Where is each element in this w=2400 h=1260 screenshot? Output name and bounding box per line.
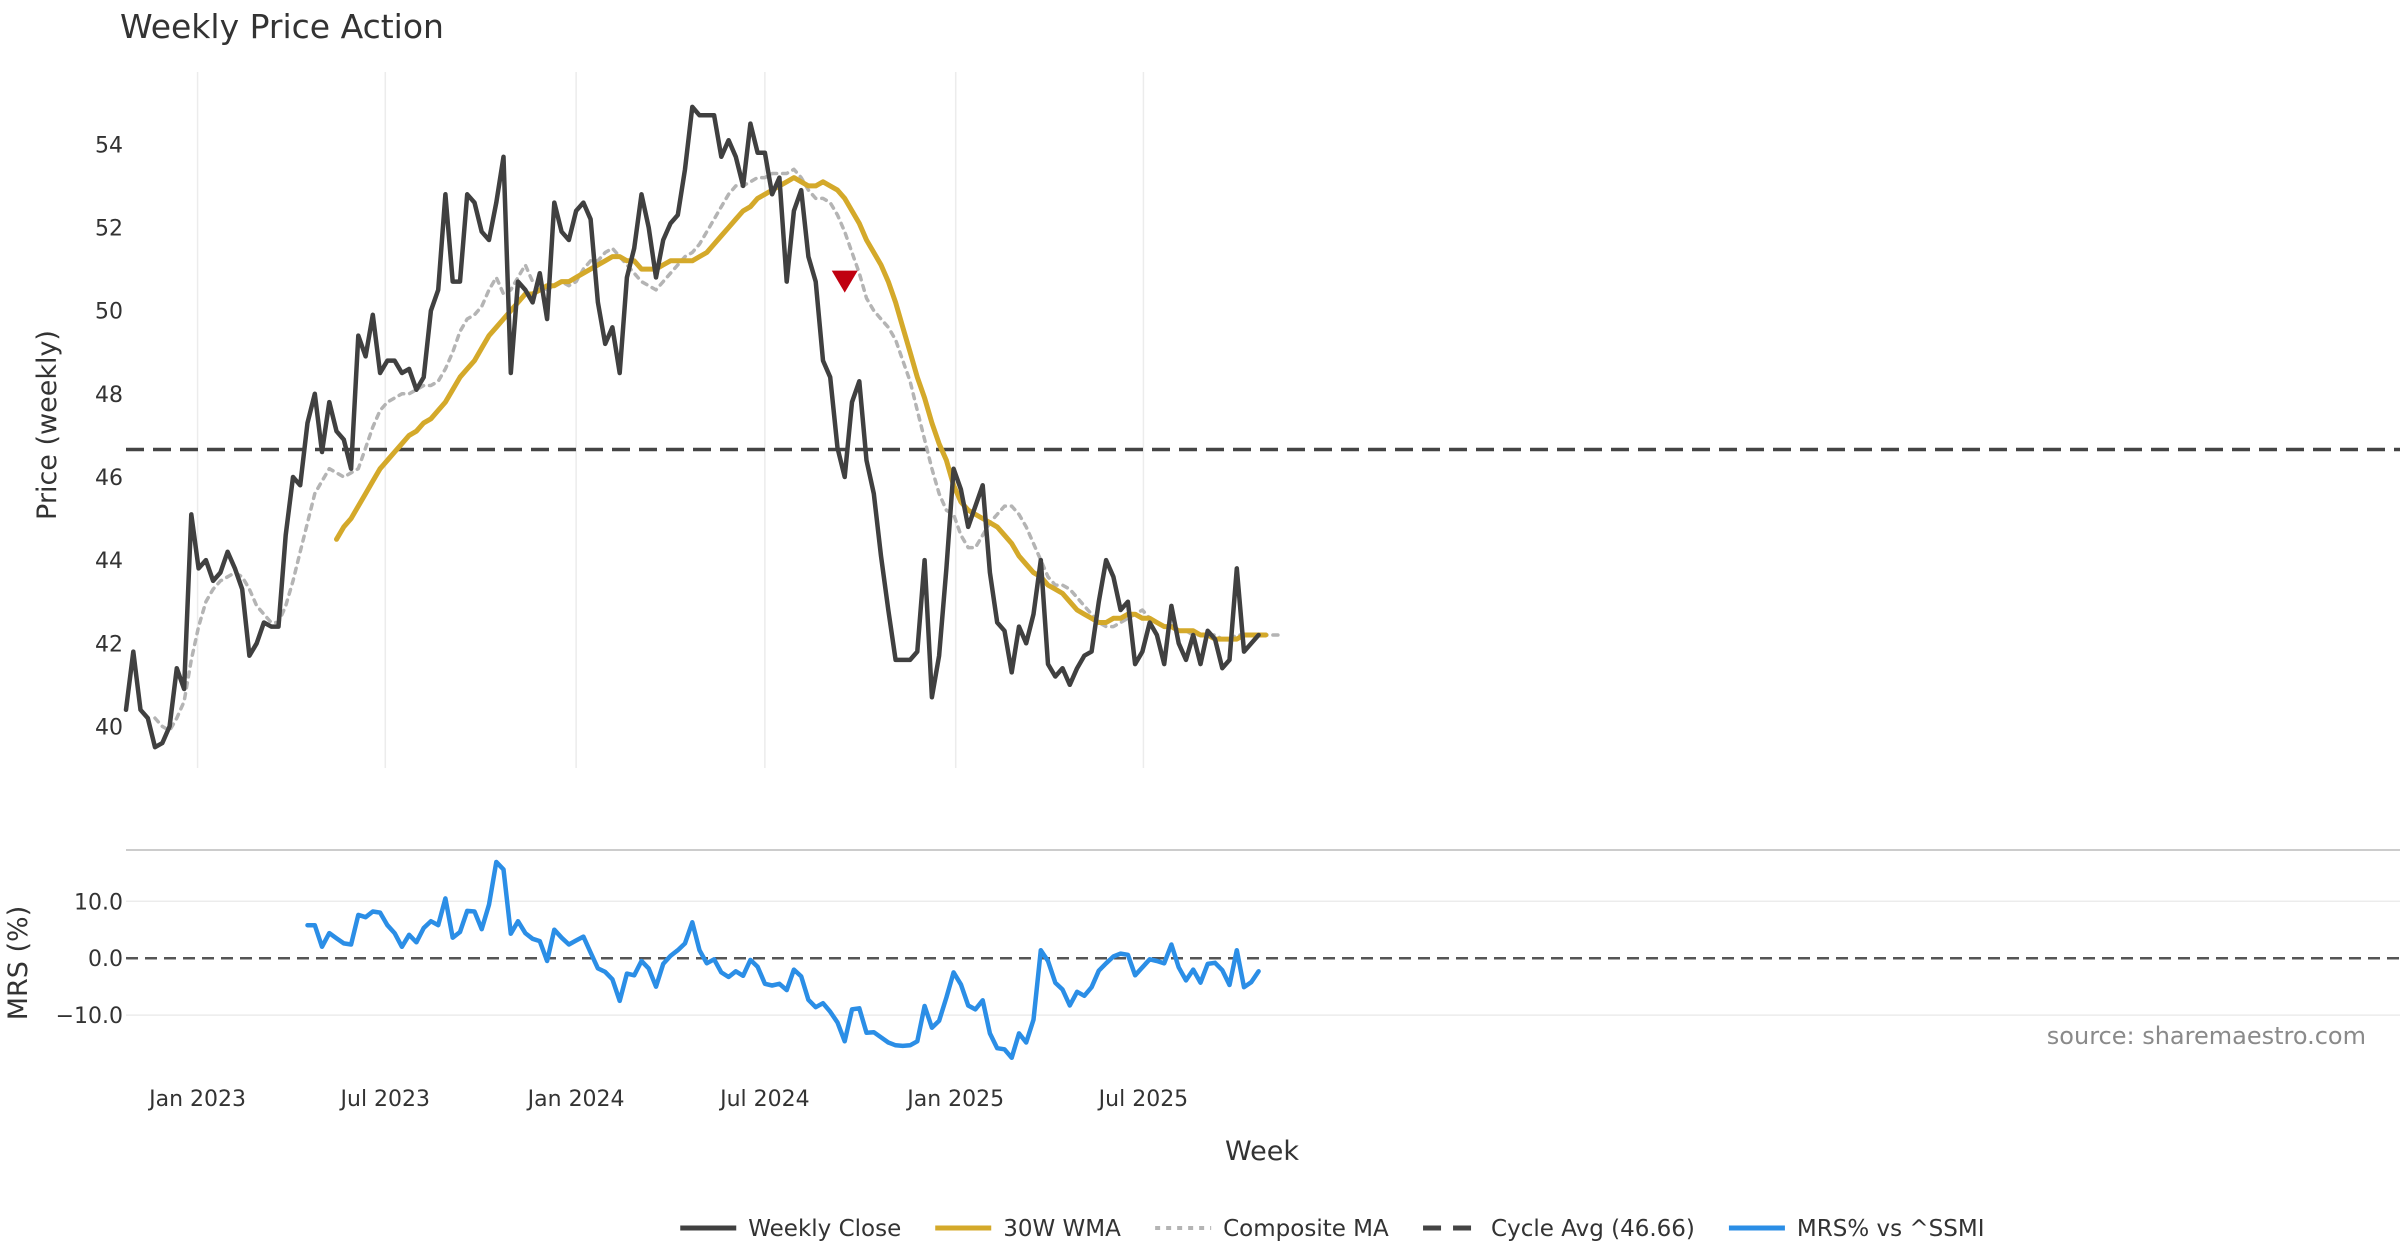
price-y-tick-label: 44 xyxy=(95,549,123,574)
price-y-tick-label: 50 xyxy=(95,300,123,325)
x-tick-label: Jul 2024 xyxy=(718,1087,810,1112)
price-y-tick-label: 42 xyxy=(95,632,123,657)
price-y-tick-label: 48 xyxy=(95,383,123,408)
sell-signal-marker xyxy=(831,270,858,293)
legend-item-mrs-vs-ssmi: MRS% vs ^SSMI xyxy=(1728,1216,1985,1242)
x-axis-label: Week xyxy=(1225,1136,1299,1167)
price-y-tick-label: 40 xyxy=(95,715,123,740)
legend-label: Cycle Avg (46.66) xyxy=(1491,1216,1695,1242)
legend-label: Weekly Close xyxy=(748,1216,901,1242)
price-y-tick-label: 46 xyxy=(95,466,123,491)
grid-layer xyxy=(126,72,2400,1016)
x-tick-label: Jan 2025 xyxy=(905,1087,1004,1112)
series-layer xyxy=(123,104,2400,1061)
legend-item-weekly-close: Weekly Close xyxy=(680,1216,901,1242)
legend: Weekly Close 30W WMA Composite MA Cycle Avg… xyxy=(680,1216,1985,1242)
x-tick-label: Jul 2025 xyxy=(1097,1087,1189,1112)
marker-layer xyxy=(831,270,858,293)
legend-item-cycle-avg-46-66: Cycle Avg (46.66) xyxy=(1423,1216,1695,1242)
legend-label: Composite MA xyxy=(1223,1216,1389,1242)
chart-title: Weekly Price Action xyxy=(120,7,444,46)
source-annotation: source: sharemaestro.com xyxy=(2047,1022,2366,1050)
legend-label: 30W WMA xyxy=(1003,1216,1121,1242)
price-y-ticks: 40 42 44 46 48 50 52 54 xyxy=(95,133,123,740)
legend-item-30w-wma: 30W WMA xyxy=(935,1216,1121,1242)
mrs-y-tick-label: −10.0 xyxy=(56,1004,123,1029)
mrs-y-ticks: 10.0 0.0 −10.0 xyxy=(56,890,123,1029)
series-weekly-close-line xyxy=(123,104,1261,750)
mrs-y-axis-label: MRS (%) xyxy=(3,906,34,1021)
x-tick-label: Jan 2024 xyxy=(526,1087,625,1112)
price-y-axis-label: Price (weekly) xyxy=(32,330,63,520)
series-30w-wma-line xyxy=(334,175,1269,642)
mrs-y-tick-label: 10.0 xyxy=(74,890,123,915)
price-y-tick-label: 52 xyxy=(95,217,123,242)
legend-label: MRS% vs ^SSMI xyxy=(1797,1216,1985,1242)
legend-item-composite-ma: Composite MA xyxy=(1155,1216,1389,1242)
x-ticks: Jan 2023 Jul 2023 Jan 2024 Jul 2024 Jan 2025… xyxy=(147,1087,1188,1112)
mrs-y-tick-label: 0.0 xyxy=(88,947,123,972)
x-tick-label: Jul 2023 xyxy=(339,1087,431,1112)
price-y-tick-label: 54 xyxy=(95,133,123,158)
x-tick-label: Jan 2023 xyxy=(147,1087,246,1112)
series-composite-ma-line xyxy=(153,167,1283,733)
series-mrs-vs-ssmi-line xyxy=(305,859,1261,1061)
